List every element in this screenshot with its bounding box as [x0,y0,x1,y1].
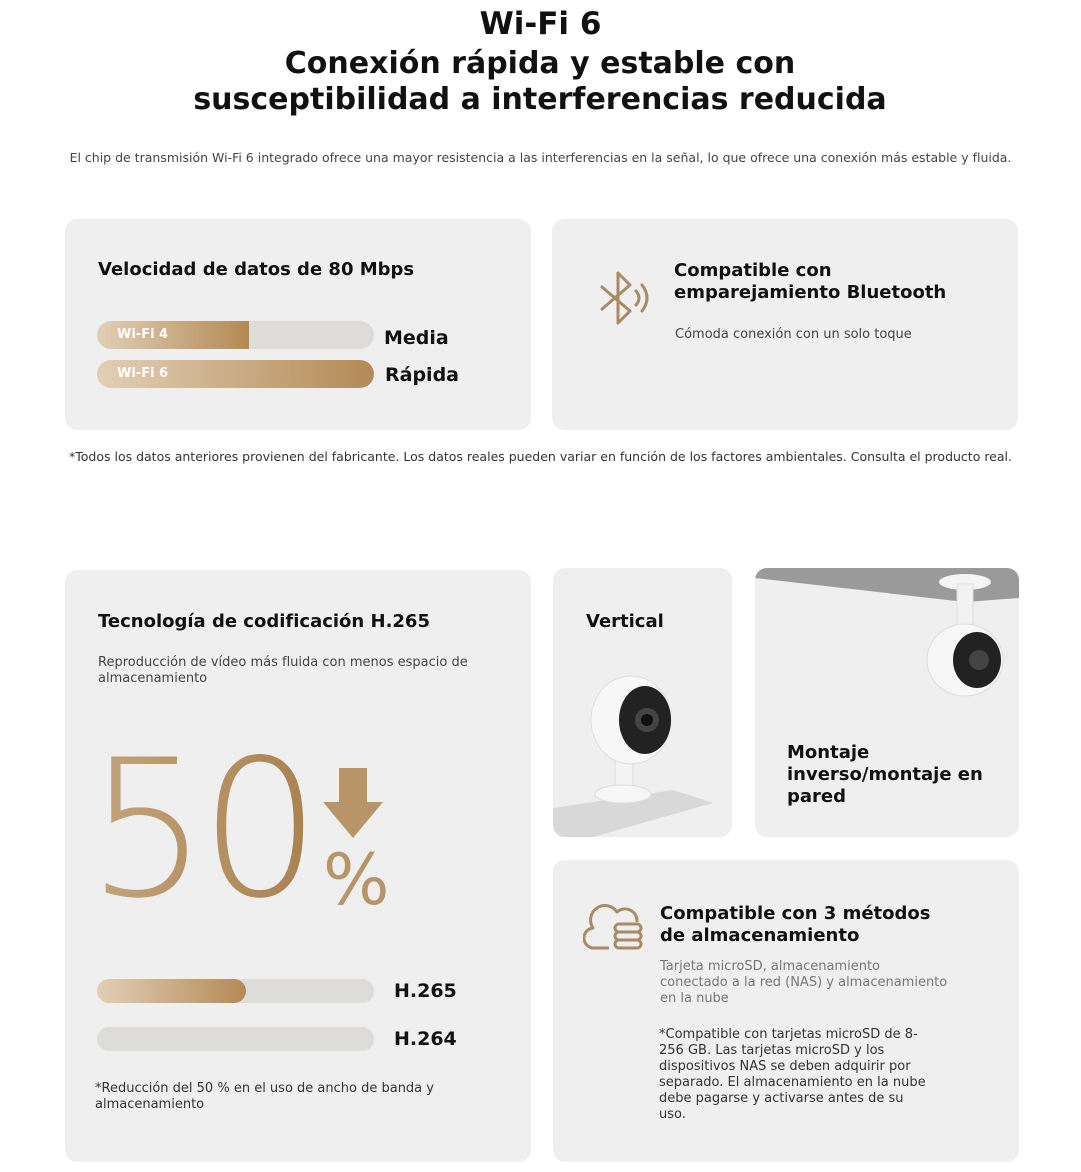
card-text: Cómoda conexión con un solo toque [675,327,912,342]
bar-track: Wi-Fi 6 [97,360,374,388]
footnote: *Todos los datos anteriores provienen de… [69,449,1012,464]
card-title: Compatible con emparejamiento Bluetooth [674,260,947,303]
bar-track: Wi-Fi 4 [97,321,374,349]
bar-label: H.264 [394,1028,457,1050]
bar-fill [97,321,249,349]
camera-image [553,675,713,837]
bluetooth-icon [600,271,649,325]
mount-card: Montaje inverso/montaje en pared [755,568,1019,837]
camera-image [755,568,1019,697]
card-note: *Reducción del 50 % en el uso de ancho d… [95,1081,434,1112]
card-text: Reproducción de vídeo más fluida con men… [98,655,468,686]
bar-label: H.265 [394,980,457,1002]
storage-card: Compatible con 3 métodos de almacenamien… [553,860,1019,1162]
card-text: Tarjeta microSD, almacenamiento conectad… [660,959,948,1006]
bar-label: Wi-Fi 6 [117,366,169,381]
card-title: Compatible con 3 métodos de almacenamien… [660,903,931,946]
codec-card: Tecnología de codificación H.265 Reprodu… [65,570,531,1162]
down-arrow [323,768,383,838]
card-title: Montaje inverso/montaje en pared [787,742,983,807]
bar-track [97,979,374,1003]
unit: % [323,839,390,921]
page-title: Wi-Fi 6 [479,6,602,42]
bar-fill [97,979,246,1003]
card-note: *Compatible con tarjetas microSD de 8-25… [659,1027,926,1122]
bluetooth-card: Compatible con emparejamiento Bluetooth … [552,219,1018,430]
card-title: Tecnología de codificación H.265 [98,611,430,632]
bar-level: Media [384,327,449,349]
bar-label: Wi-Fi 4 [117,327,169,342]
big-number: 50 [87,719,321,940]
bar-track [97,1027,374,1051]
vertical-card: Vertical [553,568,732,837]
storage-icon [583,904,643,950]
bar-fill [97,360,374,388]
card-title: Velocidad de datos de 80 Mbps [98,259,415,280]
speed-card: Velocidad de datos de 80 Mbps Wi-Fi 4 Me… [65,219,531,430]
page-description: El chip de transmisión Wi-Fi 6 integrado… [69,150,1012,165]
bar-level: Rápida [385,364,459,386]
page-subtitle: Conexión rápida y estable con susceptibi… [193,46,887,117]
card-title: Vertical [586,611,664,632]
